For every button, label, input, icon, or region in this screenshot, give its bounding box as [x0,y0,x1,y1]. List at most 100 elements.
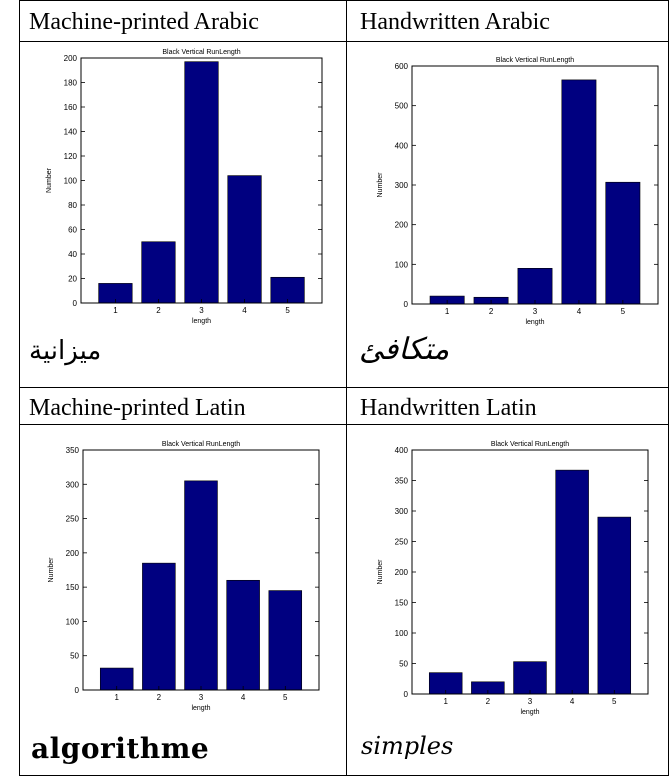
y-tick-label: 100 [395,629,409,638]
table-border-bottom [19,775,669,776]
table-border-top [19,0,669,1]
chart-title: Black Vertical RunLength [496,57,574,64]
x-tick-label: 5 [283,693,288,702]
bar-5 [597,516,632,695]
y-tick-label: 140 [64,128,78,137]
y-tick-label: 300 [66,480,80,489]
bar-5 [268,590,303,691]
x-tick-label: 4 [241,693,246,702]
x-tick-label: 2 [157,693,162,702]
bar-3 [184,480,218,691]
x-tick-label: 4 [242,306,247,315]
bar-5 [605,181,641,305]
table-border-right [668,0,669,776]
table-border-left [19,0,20,776]
bar-3 [517,268,553,305]
x-tick-label: 1 [114,693,119,702]
x-tick-label: 1 [445,307,450,316]
y-tick-label: 150 [66,583,80,592]
y-tick-label: 150 [395,599,409,608]
bar-2 [142,562,176,691]
x-tick-label: 2 [489,307,494,316]
bar-4 [226,579,260,691]
y-tick-label: 600 [395,62,409,71]
bar-4 [227,175,262,304]
y-tick-label: 100 [395,260,409,269]
y-tick-label: 180 [64,79,78,88]
x-tick-label: 2 [486,697,491,706]
chart-title: Black Vertical RunLength [162,441,240,448]
y-tick-label: 0 [75,686,80,695]
y-tick-label: 200 [395,221,409,230]
x-tick-label: 4 [570,697,575,706]
y-axis-label: Number [46,167,53,193]
x-tick-label: 2 [156,306,161,315]
header-handwritten-latin: Handwritten Latin [360,395,537,421]
y-tick-label: 0 [73,299,78,308]
y-tick-label: 350 [395,477,409,486]
bar-2 [141,241,176,304]
x-tick-label: 1 [113,306,118,315]
header-machine-printed-arabic: Machine-printed Arabic [29,9,259,35]
y-tick-label: 100 [64,177,78,186]
bar-4 [561,79,597,305]
y-tick-label: 120 [64,152,78,161]
x-tick-label: 3 [533,307,538,316]
x-axis-label: length [525,319,544,326]
x-tick-label: 3 [199,306,204,315]
sample-word-machine-printed-latin: algorithme [31,732,210,765]
x-tick-label: 1 [443,697,448,706]
sample-word-handwritten-latin: simples [361,732,454,760]
x-tick-label: 3 [528,697,533,706]
table-divider-middle [19,387,669,388]
figure-table: Machine-printed Arabic Handwritten Arabi… [19,0,669,776]
y-tick-label: 60 [68,226,77,235]
y-tick-label: 200 [66,549,80,558]
header-handwritten-arabic: Handwritten Arabic [360,9,550,35]
x-tick-label: 5 [285,306,290,315]
y-tick-label: 40 [68,250,77,259]
x-tick-label: 3 [199,693,204,702]
bar-5 [270,276,305,304]
y-tick-label: 80 [68,201,77,210]
chart-machine-printed-arabic: Black Vertical RunLength 0 20 40 60 80 100 120 1… [23,44,328,329]
y-tick-label: 500 [395,102,409,111]
x-tick-label: 5 [612,697,617,706]
bar-3 [184,61,219,304]
x-axis-label: length [191,705,210,712]
y-tick-label: 50 [70,652,79,661]
chart-handwritten-arabic: Black Vertical RunLength 0 100 200 300 400 500… [354,52,664,330]
y-tick-label: 250 [395,538,409,547]
y-tick-label: 250 [66,515,80,524]
x-axis-label: length [192,318,211,325]
y-tick-label: 300 [395,181,409,190]
y-axis-label: Number [377,172,384,198]
y-tick-label: 400 [395,446,409,455]
chart-machine-printed-latin: Black Vertical RunLength 0 50 100 150 200 250 3… [25,436,325,716]
y-axis-label: Number [48,557,55,583]
chart-handwritten-latin: Black Vertical RunLength 0 50 100 150 200 250 3… [354,436,654,720]
y-tick-label: 400 [395,141,409,150]
chart-title: Black Vertical RunLength [162,49,240,56]
y-tick-label: 160 [64,103,78,112]
y-tick-label: 200 [395,568,409,577]
y-tick-label: 50 [399,660,408,669]
header-machine-printed-latin: Machine-printed Latin [29,395,246,421]
sample-word-machine-printed-arabic: ميزانية [29,336,102,366]
y-tick-label: 0 [404,690,409,699]
x-axis-label: length [520,709,539,716]
y-tick-label: 100 [66,617,80,626]
y-tick-label: 0 [404,300,409,309]
sample-word-handwritten-arabic: متكافئ [359,332,450,367]
x-tick-label: 5 [621,307,626,316]
bar-3 [513,661,547,695]
y-tick-label: 300 [395,507,409,516]
table-divider-header-bottom [19,424,669,425]
table-divider-header-top [19,41,669,42]
x-tick-label: 4 [577,307,582,316]
y-tick-label: 350 [66,446,80,455]
y-tick-label: 20 [68,275,77,284]
chart-title: Black Vertical RunLength [491,441,569,448]
bar-4 [555,469,589,695]
y-axis-label: Number [377,559,384,585]
